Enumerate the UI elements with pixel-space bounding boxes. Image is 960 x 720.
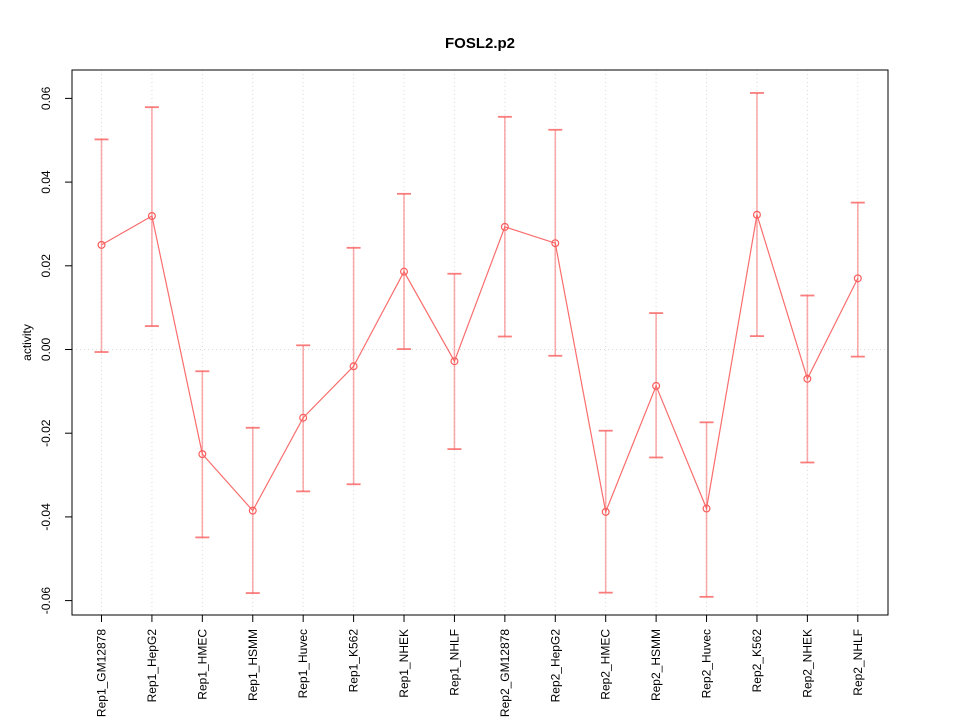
x-tick-label: Rep2_K562 (750, 629, 764, 693)
x-tick-label: Rep1_K562 (347, 629, 361, 693)
y-tick-label: 0.06 (39, 86, 53, 110)
y-tick-label: -0.06 (39, 587, 53, 615)
data-point (450, 357, 459, 366)
x-tick-label: Rep2_NHLF (851, 629, 865, 696)
y-tick-label: 0.04 (39, 170, 53, 194)
data-point (349, 362, 358, 371)
chart-title: FOSL2.p2 (445, 35, 515, 52)
x-tick-label: Rep1_HMEC (195, 629, 209, 700)
x-tick-labels: Rep1_GM12878 Rep1_HepG2 Rep1_HMEC Rep1_HSMM… (95, 629, 865, 717)
x-tick-label: Rep1_HepG2 (145, 629, 159, 703)
x-tick-label: Rep1_NHEK (397, 629, 411, 698)
x-tick-label: Rep2_HSMM (649, 629, 663, 701)
series-line (101, 214, 859, 515)
data-point (853, 274, 862, 283)
error-bars (94, 92, 865, 598)
y-tick-label: 0.02 (39, 254, 53, 278)
x-tick-label: Rep2_HepG2 (548, 629, 562, 703)
data-points (97, 210, 862, 516)
x-tick-label: Rep2_Huvec (700, 629, 714, 698)
data-point (299, 413, 308, 422)
x-tick-label: Rep1_HSMM (246, 629, 260, 701)
y-tick-label: -0.04 (39, 503, 53, 531)
data-point (248, 506, 257, 515)
data-point (97, 240, 106, 249)
y-tick-label: 0.00 (39, 337, 53, 361)
x-tick-label: Rep1_Huvec (296, 629, 310, 698)
data-point (702, 504, 711, 513)
x-tick-label: Rep2_GM12878 (498, 629, 512, 717)
data-point (147, 211, 156, 220)
y-tick-labels: -0.06 -0.04 -0.02 0.00 0.02 0.04 0.06 (39, 86, 53, 614)
x-tick-label: Rep1_NHLF (447, 629, 461, 696)
data-point (551, 239, 560, 248)
gridlines (72, 70, 888, 615)
data-line (101, 214, 859, 515)
data-point (652, 381, 661, 390)
data-point (198, 450, 207, 459)
y-tick-label: -0.02 (39, 419, 53, 447)
axes (65, 69, 889, 622)
plot-frame (71, 69, 889, 616)
x-tick-label: Rep2_HMEC (599, 629, 613, 700)
data-point (500, 222, 509, 231)
x-tick-label: Rep2_NHEK (800, 629, 814, 698)
y-axis-label: activity (20, 324, 34, 361)
data-point (752, 210, 761, 219)
data-point (803, 374, 812, 383)
data-point (601, 507, 610, 516)
x-tick-label: Rep1_GM12878 (95, 629, 109, 717)
data-point (400, 267, 409, 276)
